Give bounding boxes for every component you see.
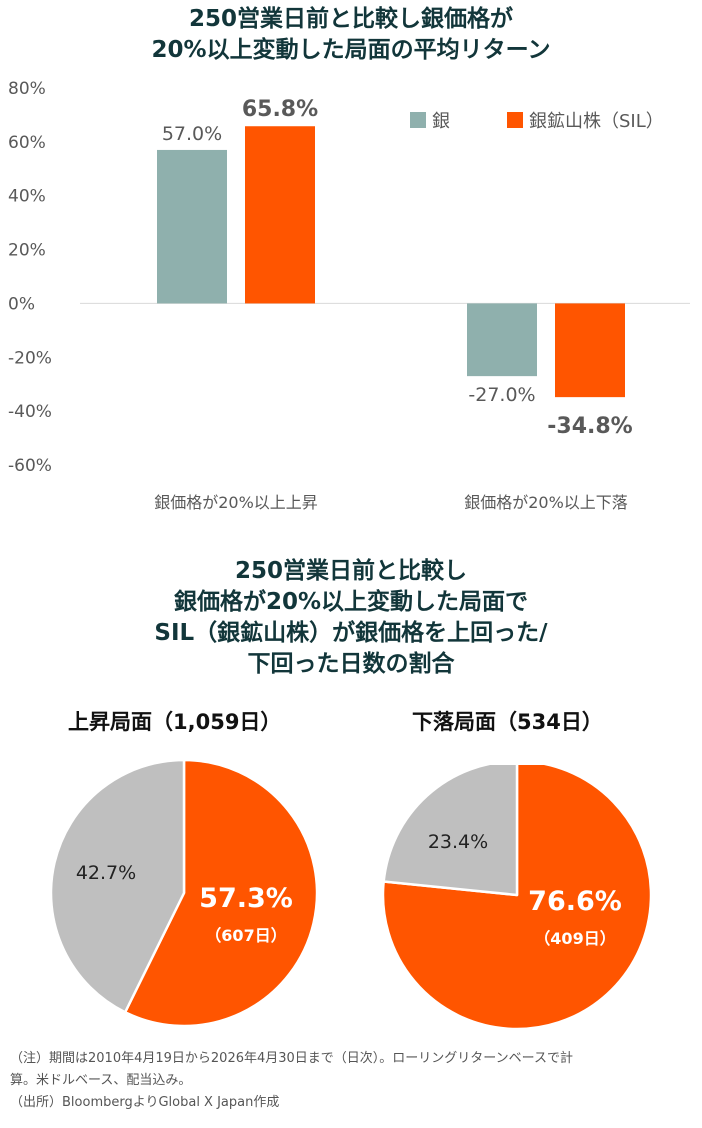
pie-slice-1	[382, 765, 519, 897]
bars	[157, 126, 625, 398]
data-label: 65.8%	[242, 97, 318, 122]
footnotes: （注）期間は2010年4月19日から2026年4月30日まで（日次）。ローリング…	[10, 1048, 700, 1114]
y-tick-label: 40%	[8, 187, 46, 207]
rise-pie-chart: 57.3% （607日） 42.7%	[49, 758, 319, 1028]
pie-main-label: 76.6%	[528, 886, 622, 917]
pie-main-label: 57.3%	[199, 883, 293, 914]
bar-silver-0	[157, 149, 227, 304]
rise-pie-title: 上昇局面（1,059日）	[68, 710, 282, 734]
pie-other-label: 23.4%	[428, 831, 488, 853]
bar-sil-1	[555, 303, 625, 398]
pie-slice-0	[381, 765, 653, 1031]
legend-label: 銀鉱山株（SIL）	[529, 111, 664, 132]
pie-days-label: （607日）	[205, 926, 286, 945]
y-tick-label: -60%	[8, 456, 52, 476]
y-tick-label: 60%	[8, 133, 46, 153]
bar-chart-title-line2: 20%以上変動した局面の平均リターン	[151, 37, 551, 63]
fall-pie-chart: 76.6% （409日） 23.4%	[381, 765, 653, 1031]
pie-title-line2: 銀価格が20%以上変動した局面で	[173, 589, 529, 615]
pie-slice-1	[49, 758, 186, 1014]
y-tick-label: -20%	[8, 348, 52, 368]
note-line2: 算。米ドルベース、配当込み。	[10, 1073, 192, 1088]
pie-section-title: 250営業日前と比較し 銀価格が20%以上変動した局面で SIL（銀鉱山株）が銀…	[0, 556, 702, 680]
note-line1: （注）期間は2010年4月19日から2026年4月30日まで（日次）。ローリング…	[10, 1051, 573, 1066]
y-axis-ticks: 80% 60% 40% 20% 0% -20% -40% -60%	[8, 79, 52, 476]
pie-other-label: 42.7%	[76, 862, 136, 884]
data-label: -27.0%	[468, 384, 535, 406]
category-label: 銀価格が20%以上下落	[464, 493, 628, 512]
pie-title-line3: SIL（銀鉱山株）が銀価格を上回った/	[154, 620, 548, 646]
y-tick-label: 80%	[8, 79, 46, 99]
bar-chart: 80% 60% 40% 20% 0% -20% -40% -60% 57.0% -27.0% 65…	[8, 79, 690, 512]
pie-title-line1: 250営業日前と比較し	[234, 558, 467, 584]
fall-pie-title: 下落局面（534日）	[412, 710, 603, 734]
pie-days-label: （409日）	[534, 929, 615, 948]
legend-label: 銀	[432, 111, 450, 132]
legend-swatch	[410, 112, 426, 128]
legend: 銀 銀鉱山株（SIL）	[410, 111, 664, 132]
legend-swatch	[507, 112, 523, 128]
bar-sil-0	[245, 126, 315, 304]
category-label: 銀価格が20%以上上昇	[154, 493, 318, 512]
data-label: 57.0%	[162, 123, 222, 145]
data-labels: 57.0% -27.0% 65.8% -34.8%	[162, 97, 633, 439]
data-label: -34.8%	[547, 414, 632, 439]
category-labels: 銀価格が20%以上上昇 銀価格が20%以上下落	[154, 493, 628, 512]
y-tick-label: -40%	[8, 402, 52, 422]
y-tick-label: 20%	[8, 241, 46, 261]
source-line: （出所）BloombergよりGlobal X Japan作成	[10, 1095, 280, 1110]
pie-title-line4: 下回った日数の割合	[247, 651, 455, 677]
bar-silver-1	[467, 303, 537, 377]
bar-chart-title: 250営業日前と比較し銀価格が 20%以上変動した局面の平均リターン	[0, 4, 702, 66]
bar-chart-title-line1: 250営業日前と比較し銀価格が	[188, 6, 513, 32]
y-tick-label: 0%	[8, 294, 35, 314]
pie-slice-0	[123, 758, 319, 1028]
